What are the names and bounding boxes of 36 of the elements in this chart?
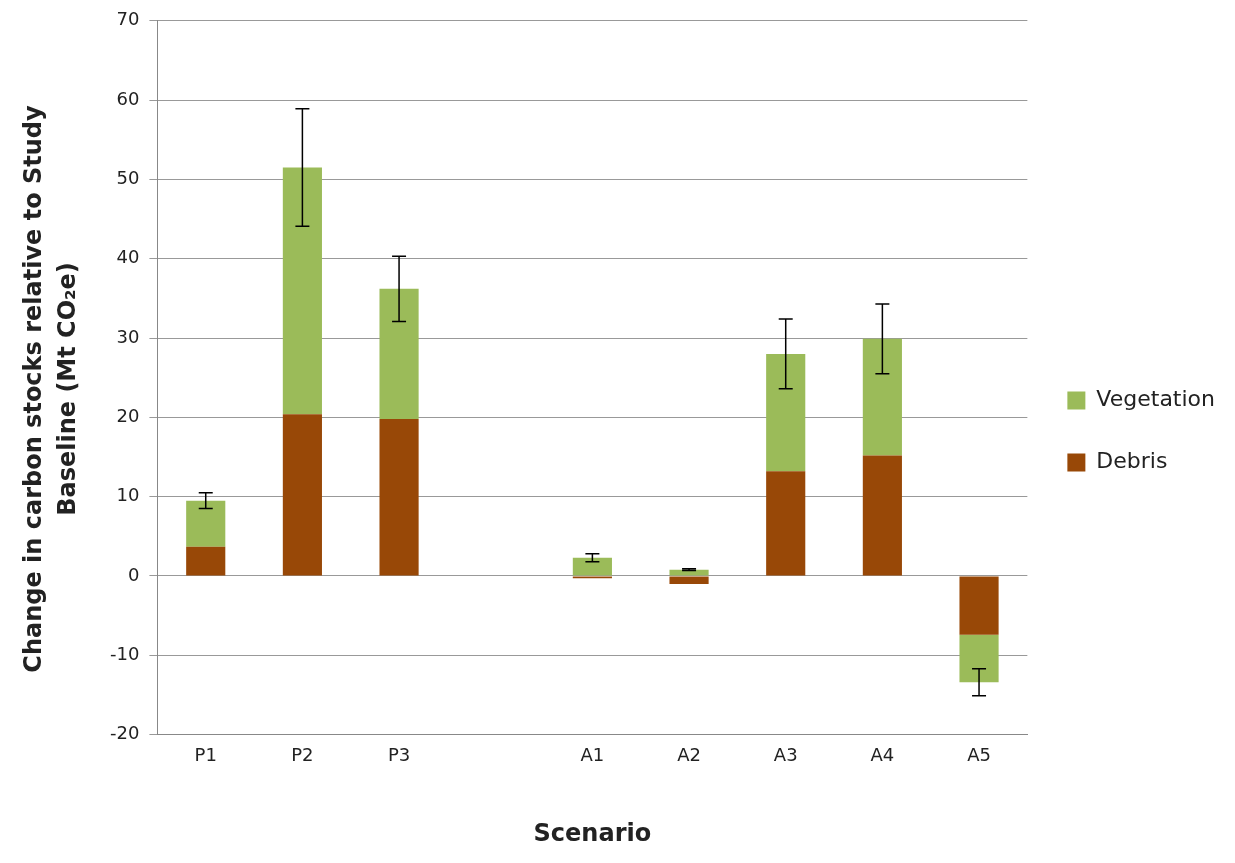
y-tick-label: 30	[116, 325, 140, 347]
legend-label: Vegetation	[1096, 386, 1216, 412]
bar	[379, 288, 419, 419]
bar	[186, 500, 226, 547]
y-tick-label: 40	[116, 246, 140, 268]
x-tick-label: A2	[677, 744, 701, 766]
bar	[379, 418, 419, 576]
bar	[282, 167, 322, 415]
y-tick-label: -20	[109, 722, 140, 744]
x-tick-label: P3	[387, 744, 411, 766]
bar	[959, 576, 999, 635]
legend-label: Debris	[1096, 448, 1168, 474]
x-tick-label: A5	[967, 744, 991, 766]
x-tick-label: P1	[194, 744, 217, 766]
bar	[766, 353, 806, 472]
bar	[862, 455, 902, 576]
bar	[766, 471, 806, 576]
bar	[282, 414, 322, 576]
y-tick-label: 0	[127, 563, 140, 585]
bar	[669, 576, 709, 584]
bar	[959, 634, 999, 683]
y-tick-label: 20	[116, 405, 140, 427]
bar	[572, 557, 612, 576]
y-tick-label: -10	[109, 642, 140, 664]
x-axis-title: Scenario	[533, 818, 652, 847]
x-tick-label: A1	[580, 744, 605, 766]
y-axis-title: Change in carbon stocks relative to Study Baseline (Mt CO₂e)	[18, 104, 82, 675]
bar	[186, 546, 226, 576]
x-tick-label: A4	[870, 744, 895, 766]
bar	[862, 338, 902, 456]
y-tick-label: 10	[116, 484, 140, 506]
y-tick-label: 60	[116, 87, 140, 109]
y-tick-label: 50	[116, 167, 140, 189]
x-tick-label: P2	[291, 744, 314, 766]
y-tick-label: 70	[116, 8, 140, 30]
x-tick-label: A3	[773, 744, 798, 766]
